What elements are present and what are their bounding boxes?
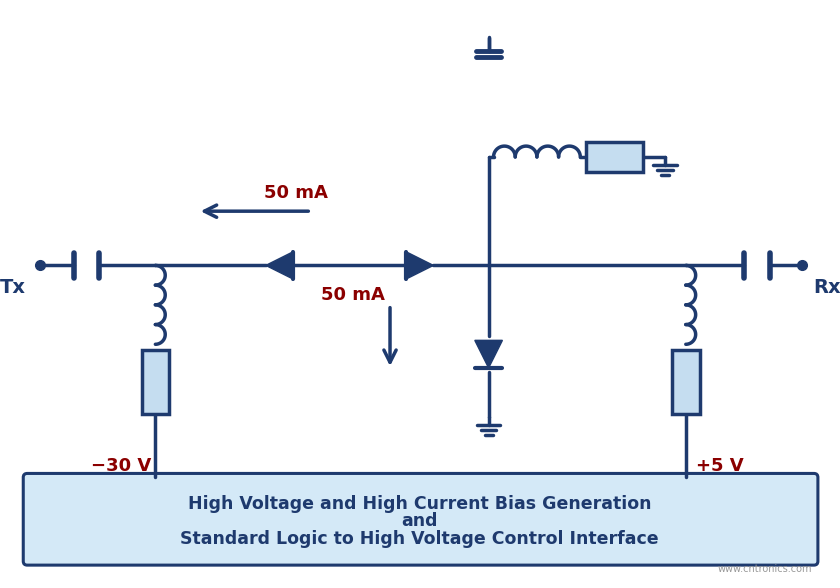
FancyBboxPatch shape bbox=[24, 473, 818, 565]
Polygon shape bbox=[265, 252, 293, 279]
Bar bbox=[142, 350, 169, 415]
Text: and: and bbox=[402, 512, 438, 530]
Bar bbox=[672, 350, 700, 415]
Text: 50 mA: 50 mA bbox=[265, 185, 328, 202]
Polygon shape bbox=[475, 340, 502, 368]
Text: Rx: Rx bbox=[813, 278, 840, 296]
Text: High Voltage and High Current Bias Generation: High Voltage and High Current Bias Gener… bbox=[188, 495, 651, 513]
Polygon shape bbox=[406, 252, 433, 279]
Text: Standard Logic to High Voltage Control Interface: Standard Logic to High Voltage Control I… bbox=[181, 530, 659, 548]
Text: −30 V: −30 V bbox=[91, 456, 151, 475]
Text: 50 mA: 50 mA bbox=[321, 286, 385, 304]
Bar bbox=[586, 142, 643, 172]
Text: +5 V: +5 V bbox=[696, 456, 744, 475]
Text: Tx: Tx bbox=[0, 278, 25, 296]
Text: www.cntronics.com: www.cntronics.com bbox=[717, 564, 812, 574]
